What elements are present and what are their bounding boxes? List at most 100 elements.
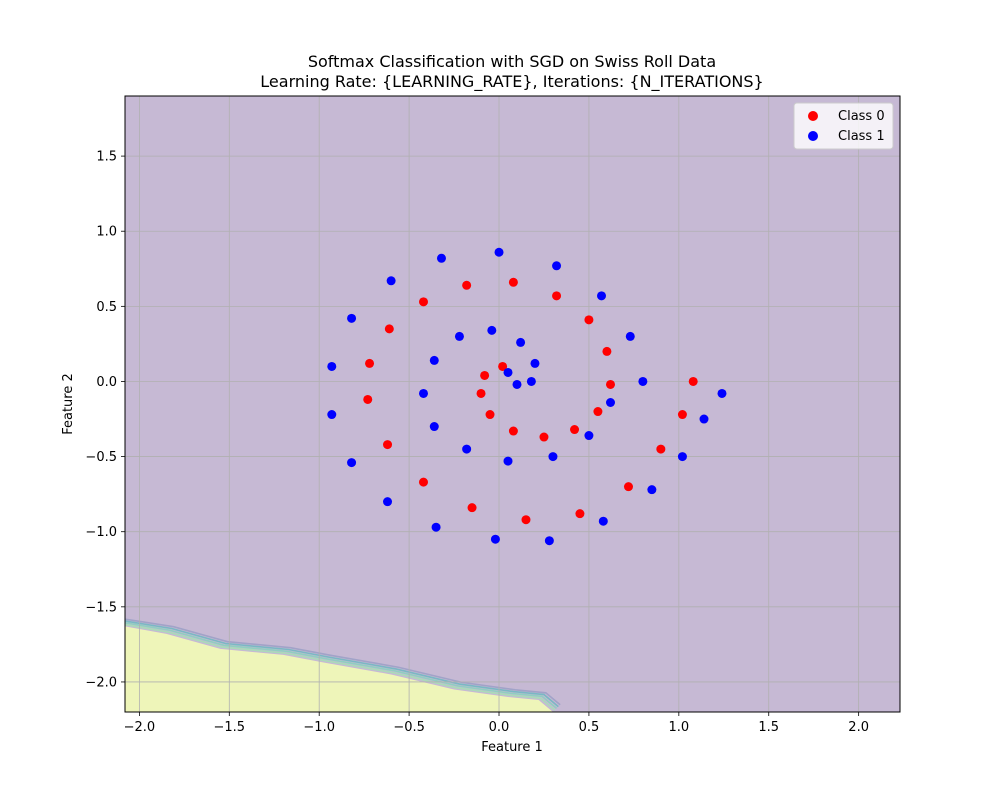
data-point-class-1 (454, 331, 464, 341)
data-point-class-1 (327, 361, 337, 371)
legend: Class 0 Class 1 (793, 102, 894, 150)
decision-region-background (125, 96, 900, 712)
data-point-class-0 (480, 370, 490, 380)
data-point-class-1 (494, 247, 504, 257)
y-axis-ticks: −2.0 −1.5 −1.0 −0.5 0.0 0.5 1.0 1.5 (85, 150, 125, 690)
data-point-class-1 (462, 444, 472, 454)
data-point-class-1 (487, 325, 497, 335)
data-point-class-1 (605, 397, 615, 407)
data-point-class-1 (526, 376, 536, 386)
data-point-class-1 (347, 313, 357, 323)
data-point-class-0 (498, 361, 508, 371)
data-point-class-0 (508, 277, 518, 287)
legend-label-class-0: Class 0 (838, 109, 885, 124)
x-tick-label: 2.0 (848, 720, 869, 735)
legend-marker-class-1 (808, 131, 818, 141)
chart-title: Softmax Classification with SGD on Swiss… (308, 52, 716, 71)
x-tick-label: 1.5 (758, 720, 779, 735)
y-tick-label: 1.0 (96, 225, 117, 240)
plot-frame (124, 95, 901, 713)
data-point-class-1 (625, 331, 635, 341)
data-point-class-0 (552, 291, 562, 301)
data-point-class-1 (717, 388, 727, 398)
data-point-class-0 (688, 376, 698, 386)
data-point-class-1 (598, 516, 608, 526)
data-point-class-0 (602, 346, 612, 356)
x-tick-label: −0.5 (393, 720, 425, 735)
data-point-class-0 (383, 440, 393, 450)
data-point-class-0 (467, 503, 477, 513)
data-point-class-0 (605, 379, 615, 389)
x-axis-ticks: −2.0 −1.5 −1.0 −0.5 0.0 0.5 1.0 1.5 2.0 (124, 712, 869, 735)
y-tick-label: 0.5 (96, 300, 117, 315)
data-point-class-1 (638, 376, 648, 386)
data-point-class-0 (384, 324, 394, 334)
data-point-class-1 (431, 522, 441, 532)
y-tick-label: −1.5 (85, 600, 117, 615)
data-point-class-1 (530, 358, 540, 368)
data-point-class-0 (584, 315, 594, 325)
data-point-class-0 (363, 394, 373, 404)
data-point-class-0 (418, 297, 428, 307)
data-point-class-1 (347, 458, 357, 468)
y-tick-label: −0.5 (85, 450, 117, 465)
data-point-class-1 (327, 410, 337, 420)
data-point-class-1 (647, 485, 657, 495)
data-point-class-1 (552, 261, 562, 271)
chart-subtitle: Learning Rate: {LEARNING_RATE}, Iteratio… (260, 72, 763, 92)
data-point-class-1 (418, 388, 428, 398)
grid-lines (125, 96, 900, 712)
plot-area (124, 95, 901, 713)
x-axis-label: Feature 1 (481, 740, 543, 755)
data-point-class-1 (677, 452, 687, 462)
data-point-class-0 (656, 444, 666, 454)
data-point-class-1 (429, 355, 439, 365)
y-tick-label: −2.0 (85, 675, 117, 690)
data-point-class-1 (386, 276, 396, 286)
data-point-class-0 (418, 477, 428, 487)
data-point-class-0 (485, 410, 495, 420)
data-point-class-1 (436, 253, 446, 263)
boundary-contour-line (125, 621, 558, 710)
data-point-class-1 (490, 534, 500, 544)
y-axis-label: Feature 2 (61, 373, 76, 435)
x-tick-label: −1.5 (214, 720, 246, 735)
decision-boundary-contours (125, 618, 561, 711)
data-point-class-0 (521, 515, 531, 525)
data-point-class-1 (516, 337, 526, 347)
x-tick-label: 1.0 (668, 720, 689, 735)
data-point-class-0 (623, 482, 633, 492)
data-point-class-0 (593, 407, 603, 417)
data-point-class-0 (462, 280, 472, 290)
data-point-class-1 (699, 414, 709, 424)
boundary-contour-line (125, 620, 559, 708)
boundary-contour-line (125, 623, 556, 711)
legend-box (793, 102, 894, 150)
x-tick-label: 0.5 (579, 720, 600, 735)
data-point-class-1 (597, 291, 607, 301)
data-point-class-1 (544, 536, 554, 546)
data-point-class-0 (677, 410, 687, 420)
data-point-class-1 (512, 379, 522, 389)
y-tick-label: −1.0 (85, 525, 117, 540)
legend-marker-class-0 (808, 111, 818, 121)
data-point-class-0 (476, 388, 486, 398)
data-point-class-0 (575, 509, 585, 519)
y-tick-label: 1.5 (96, 150, 117, 165)
legend-label-class-1: Class 1 (838, 129, 885, 144)
data-point-class-0 (570, 425, 580, 435)
data-point-class-0 (539, 432, 549, 442)
data-point-class-1 (503, 456, 513, 466)
data-point-class-1 (429, 422, 439, 432)
data-point-class-1 (584, 431, 594, 441)
data-point-class-1 (548, 452, 558, 462)
data-point-class-1 (503, 367, 513, 377)
boundary-contour-line (125, 618, 561, 706)
x-tick-label: −1.0 (303, 720, 335, 735)
x-tick-label: −2.0 (124, 720, 156, 735)
x-tick-label: 0.0 (489, 720, 510, 735)
scatter-points (327, 247, 727, 546)
y-tick-label: 0.0 (96, 375, 117, 390)
data-point-class-1 (383, 497, 393, 507)
